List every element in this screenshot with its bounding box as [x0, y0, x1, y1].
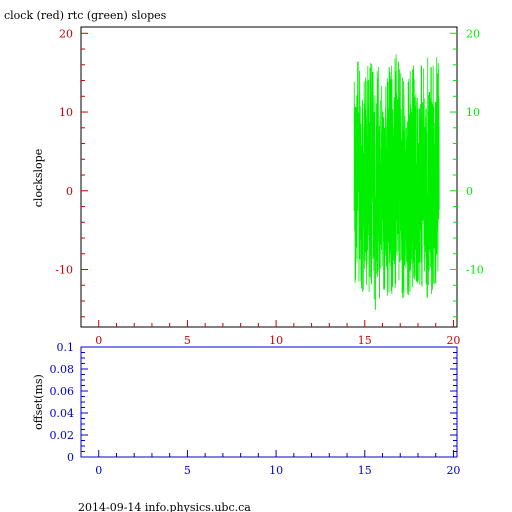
y-right-tick-label: -10: [466, 264, 484, 277]
x-tick-label: 20: [446, 334, 460, 347]
x-tick-label: 15: [358, 464, 372, 477]
y-right-tick-label: 10: [466, 106, 480, 119]
y-right-tick-label: 20: [466, 27, 480, 40]
y-left-tick-label: 20: [59, 27, 73, 40]
y-tick-label: 0.02: [50, 429, 75, 442]
y-tick-label: 0.04: [50, 407, 75, 420]
x-tick-label: 5: [184, 464, 191, 477]
chart-title: clock (red) rtc (green) slopes: [4, 9, 167, 22]
y-left-tick-label: 0: [66, 185, 73, 198]
x-tick-label: 5: [184, 334, 191, 347]
bottom-plot-frame: [80, 346, 458, 458]
x-tick-label: 0: [95, 464, 102, 477]
footer-credit: 2014-09-14 info.physics.ubc.ca: [78, 501, 251, 512]
y-tick-label: 0: [67, 451, 74, 464]
bottom-y-axis-label: offset(ms): [32, 374, 45, 430]
x-tick-label: 20: [446, 464, 460, 477]
green-slope-line: [353, 54, 440, 310]
y-tick-label: 0.08: [50, 363, 75, 376]
y-tick-label: 0.06: [50, 385, 75, 398]
x-tick-label: 0: [95, 334, 102, 347]
top-y-axis-label: clockslope: [32, 149, 45, 207]
bottom-axis-ticks: [81, 346, 457, 458]
clock-slope-panel: 0 5 10 15 20 20 10 0 -10 20 10 0 -10 clockslope: [32, 26, 484, 347]
offset-panel: 0 5 10 15 20 0.1 0.08 0.06 0.04 0.02 0 offset(ms): [32, 341, 460, 477]
y-left-tick-label: -10: [55, 264, 73, 277]
y-tick-label: 0.1: [57, 341, 75, 354]
green-slope-series: [353, 54, 440, 310]
bottom-axis-tick-labels: 0 5 10 15 20 0.1 0.08 0.06 0.04 0.02 0: [50, 341, 461, 477]
y-right-tick-label: 0: [466, 185, 473, 198]
top-axis-ticks: [81, 32, 457, 327]
y-left-tick-label: 10: [59, 106, 73, 119]
x-tick-label: 10: [269, 334, 283, 347]
x-tick-label: 10: [269, 464, 283, 477]
top-plot-frame: [80, 26, 458, 328]
top-axis-tick-labels: 0 5 10 15 20 20 10 0 -10 20 10 0 -10: [55, 27, 483, 347]
x-tick-label: 15: [358, 334, 372, 347]
